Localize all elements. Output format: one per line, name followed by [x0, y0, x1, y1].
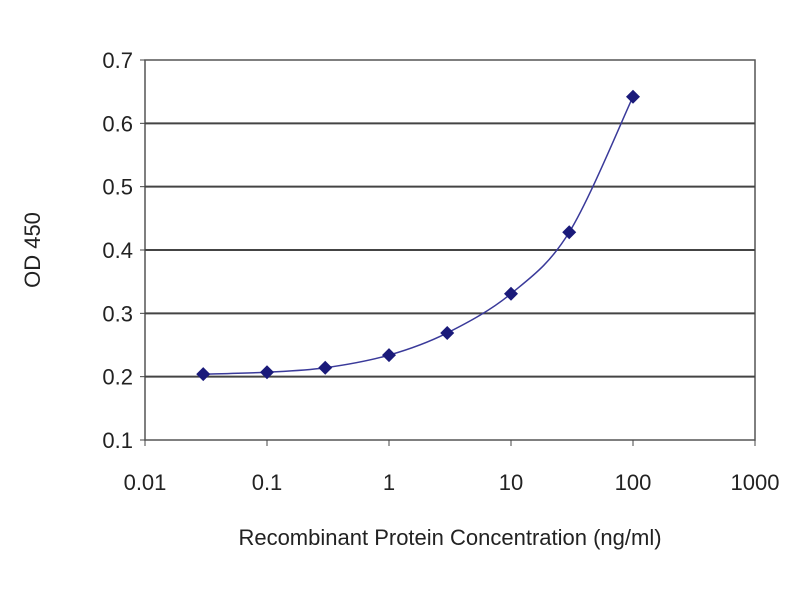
- x-tick-label: 1000: [731, 470, 780, 495]
- data-point: [382, 348, 396, 363]
- data-point: [504, 286, 518, 301]
- y-axis-label: OD 450: [20, 212, 45, 288]
- y-tick-label: 0.2: [102, 365, 133, 390]
- y-tick-label: 0.6: [102, 111, 133, 136]
- x-axis-label: Recombinant Protein Concentration (ng/ml…: [238, 525, 661, 550]
- x-tick-label: 1: [383, 470, 395, 495]
- y-tick-label: 0.5: [102, 175, 133, 200]
- data-point: [562, 225, 577, 240]
- y-tick-label: 0.7: [102, 48, 133, 73]
- x-tick-label: 10: [499, 470, 523, 495]
- y-tick-label: 0.3: [102, 301, 133, 326]
- data-point: [440, 325, 455, 340]
- x-tick-label: 100: [615, 470, 652, 495]
- data-point: [260, 365, 274, 380]
- x-tick-label: 0.1: [252, 470, 283, 495]
- data-point: [318, 360, 333, 375]
- x-tick-label: 0.01: [124, 470, 167, 495]
- data-point: [626, 89, 640, 104]
- y-tick-label: 0.1: [102, 428, 133, 453]
- data-point: [196, 367, 211, 382]
- y-tick-label: 0.4: [102, 238, 133, 263]
